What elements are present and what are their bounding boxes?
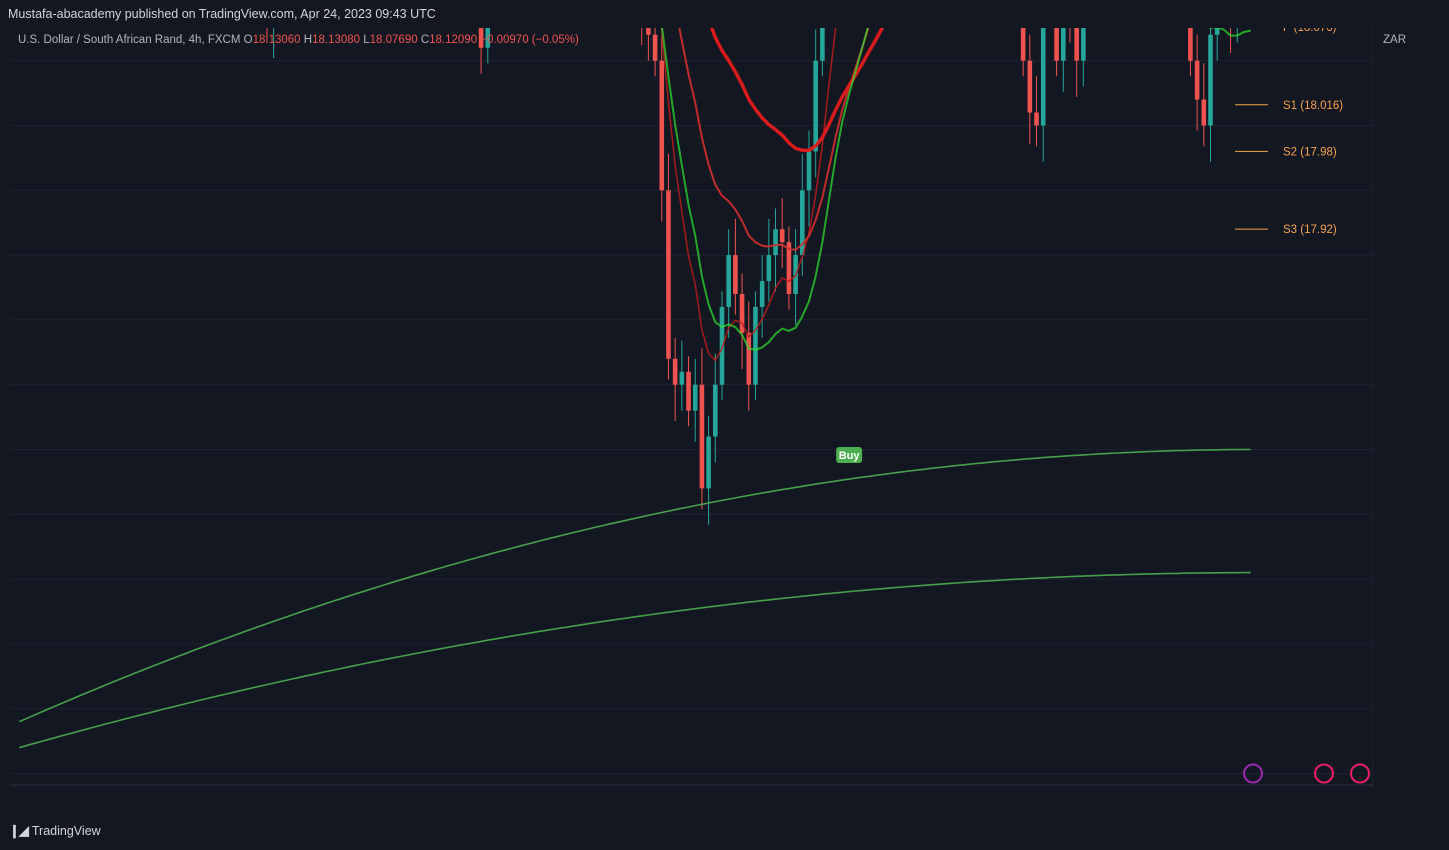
candle-body [652,34,658,61]
ma-fast-line [660,28,837,362]
candle-body [646,28,651,35]
candle-body [672,358,678,385]
close-label: C [420,34,430,46]
open-value: 18.13060 [252,34,301,46]
candle-body [686,371,691,411]
candle-body [1074,28,1079,61]
open-label: O [243,34,253,46]
candle-body [766,255,772,282]
candle-body [799,190,805,256]
chart-svg[interactable]: R3 (18.231)R2 (18.172)R1 (18.135)P (18.0… [10,28,1373,788]
signal-label: Buy [839,450,861,462]
candle-body [692,384,698,411]
tradingview-logo-icon: ❙◢ [9,823,29,838]
candle-body [659,60,665,191]
candle-body [706,436,711,489]
candle-body [719,306,725,385]
candle-body [739,293,745,333]
candle-body [753,306,758,385]
candle-body [746,332,752,385]
candle-body [713,384,718,437]
candle-body [759,281,765,307]
symbol-title: U.S. Dollar / South African Rand, 4h, FX… [18,34,241,46]
low-label: L [363,34,370,46]
currency-label: ZAR [1383,34,1406,46]
pivot-label: S3 (17.92) [1283,224,1337,236]
lightning-icon [1243,763,1263,784]
pivot-label: S1 (18.016) [1283,100,1343,112]
pivot-label: S2 (17.98) [1283,146,1337,158]
candle-body [786,242,792,294]
ma-green-line [661,28,1251,351]
publisher-line: Mustafa-abacademy published on TradingVi… [8,7,436,21]
candle-body [806,151,812,191]
candle-body [485,28,491,48]
candle-body [733,255,738,294]
close-value: 18.12090 [429,34,478,46]
symbol-legend: U.S. Dollar / South African Rand, 4h, FX… [18,34,579,46]
high-label: H [303,34,313,46]
buy-signal-tag: Buy [836,446,863,463]
tradingview-brand: TradingView [31,824,101,838]
ma-mid-line [678,28,870,251]
candle-body [1060,28,1066,61]
candle-body [813,60,818,152]
candle-body [726,255,731,307]
candle-body [1034,112,1039,126]
us-flag-icon [1350,763,1370,784]
long-term-ma-lower [19,571,1251,749]
high-value: 18.13080 [312,34,361,46]
candle-body [1208,34,1213,126]
candle-body [1020,28,1026,61]
change-value: −0.00970 (−0.05%) [480,34,579,46]
candle-body [699,384,705,489]
candle-body [1027,60,1033,113]
candle-body [679,371,685,385]
long-term-ma-upper [18,448,1251,723]
candle-body [820,28,825,61]
candle-body [779,229,785,243]
candle-body [1040,28,1046,126]
candle-body [478,28,484,48]
footer-bar [0,815,1449,850]
chart-area[interactable]: R3 (18.231)R2 (18.172)R1 (18.135)P (18.0… [10,28,1373,788]
candle-body [1194,60,1200,100]
candle-body [1054,28,1059,61]
ma-slow-line [709,28,885,153]
candle-body [666,190,671,359]
low-value: 18.07690 [369,34,418,46]
us-flag-icon [1314,763,1334,784]
candle-body [1214,28,1220,35]
tradingview-logo[interactable]: ❙◢ TradingView [9,823,101,839]
pivot-label: P (18.076) [1283,28,1337,34]
candle-body [1201,99,1207,126]
candle-body [1081,28,1086,61]
candle-body [1188,28,1193,61]
candle-body [773,229,778,256]
